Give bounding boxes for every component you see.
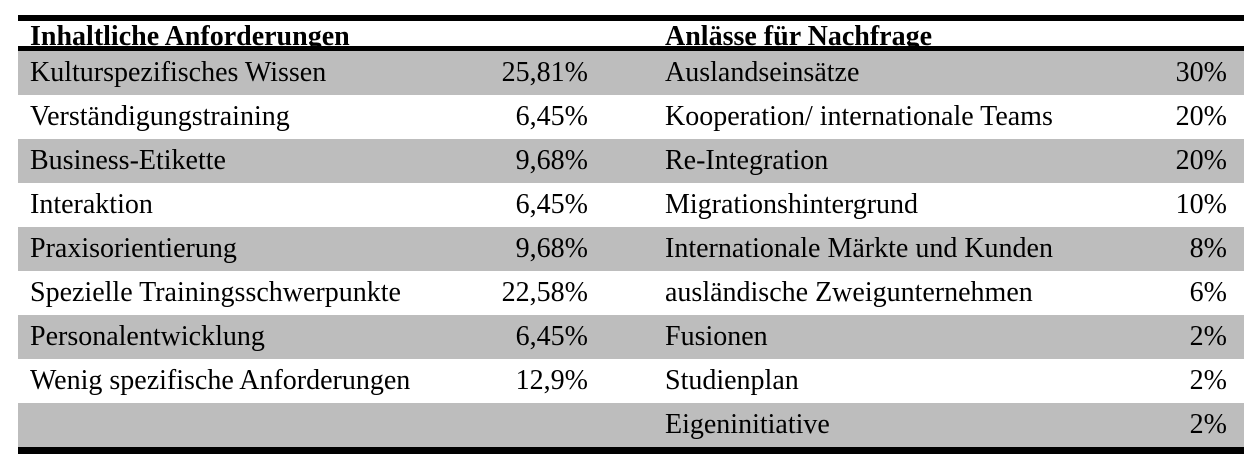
table-row: Business-Etikette 9,68% Re-Integration 2… — [18, 139, 1244, 183]
right-label-cell: Migrationshintergrund — [665, 189, 919, 220]
left-label-cell: Spezielle Trainingsschwerpunkte — [30, 277, 401, 308]
right-value-cell: 2% — [1189, 409, 1227, 440]
left-value-cell: 9,68% — [515, 145, 588, 176]
right-value-cell: 10% — [1175, 189, 1227, 220]
right-label-cell: ausländische Zweigunternehmen — [665, 277, 1033, 308]
right-label-cell: Kooperation/ internationale Teams — [665, 101, 1053, 132]
table-row: Kulturspezifisches Wissen 25,81% Ausland… — [18, 51, 1244, 95]
table-row: Interaktion 6,45% Migrationshintergrund … — [18, 183, 1244, 227]
right-value-cell: 20% — [1175, 145, 1227, 176]
left-value-cell: 22,58% — [501, 277, 588, 308]
right-value-cell: 30% — [1175, 57, 1227, 88]
left-label-cell: Business-Etikette — [30, 145, 226, 176]
right-label-cell: Re-Integration — [665, 145, 829, 176]
right-value-cell: 2% — [1189, 321, 1227, 352]
right-label-cell: Fusionen — [665, 321, 768, 352]
table-body: Kulturspezifisches Wissen 25,81% Ausland… — [18, 51, 1244, 447]
column-gap — [588, 95, 665, 139]
table-row: Praxisorientierung 9,68% Internationale … — [18, 227, 1244, 271]
right-label-cell: Eigeninitiative — [665, 409, 830, 440]
column-gap — [588, 359, 665, 403]
left-value-cell: 9,68% — [515, 233, 588, 264]
left-label-cell: Verständigungstraining — [30, 101, 290, 132]
column-gap — [588, 227, 665, 271]
left-value-cell: 25,81% — [501, 57, 588, 88]
right-label-cell: Studienplan — [665, 365, 799, 396]
column-gap — [588, 51, 665, 95]
left-label-cell: Personalentwicklung — [30, 321, 265, 352]
left-label-cell: Wenig spezifische Anforderungen — [30, 365, 411, 396]
table-row: Wenig spezifische Anforderungen 12,9% St… — [18, 359, 1244, 403]
column-gap — [588, 139, 665, 183]
column-gap — [588, 271, 665, 315]
right-value-cell: 8% — [1189, 233, 1227, 264]
right-label-cell: Auslandseinsätze — [665, 57, 860, 88]
column-gap — [588, 183, 665, 227]
left-label-cell: Kulturspezifisches Wissen — [30, 57, 327, 88]
right-value-cell: 2% — [1189, 365, 1227, 396]
right-value-cell: 6% — [1189, 277, 1227, 308]
column-gap — [588, 403, 665, 447]
column-gap — [588, 315, 665, 359]
table-row: Verständigungstraining 6,45% Kooperation… — [18, 95, 1244, 139]
header-anlaesse-fuer-nachfrage: Anlässe für Nachfrage — [665, 21, 933, 52]
right-label-cell: Internationale Märkte und Kunden — [665, 233, 1053, 264]
left-label-cell: Praxisorientierung — [30, 233, 237, 264]
left-label-cell: Interaktion — [30, 189, 153, 220]
table-header-row: Inhaltliche Anforderungen Anlässe für Na… — [18, 21, 1244, 52]
left-value-cell: 12,9% — [515, 365, 588, 396]
table-row: Spezielle Trainingsschwerpunkte 22,58% a… — [18, 271, 1244, 315]
right-value-cell: 20% — [1175, 101, 1227, 132]
left-value-cell — [488, 403, 588, 447]
table-row: Personalentwicklung 6,45% Fusionen 2% — [18, 315, 1244, 359]
left-value-cell: 6,45% — [515, 321, 588, 352]
left-value-cell: 6,45% — [515, 101, 588, 132]
survey-results-table: Inhaltliche Anforderungen Anlässe für Na… — [18, 15, 1244, 454]
left-label-cell — [30, 403, 488, 447]
header-inhaltliche-anforderungen: Inhaltliche Anforderungen — [30, 21, 350, 52]
table-row: Eigeninitiative 2% — [18, 403, 1244, 447]
left-value-cell: 6,45% — [515, 189, 588, 220]
